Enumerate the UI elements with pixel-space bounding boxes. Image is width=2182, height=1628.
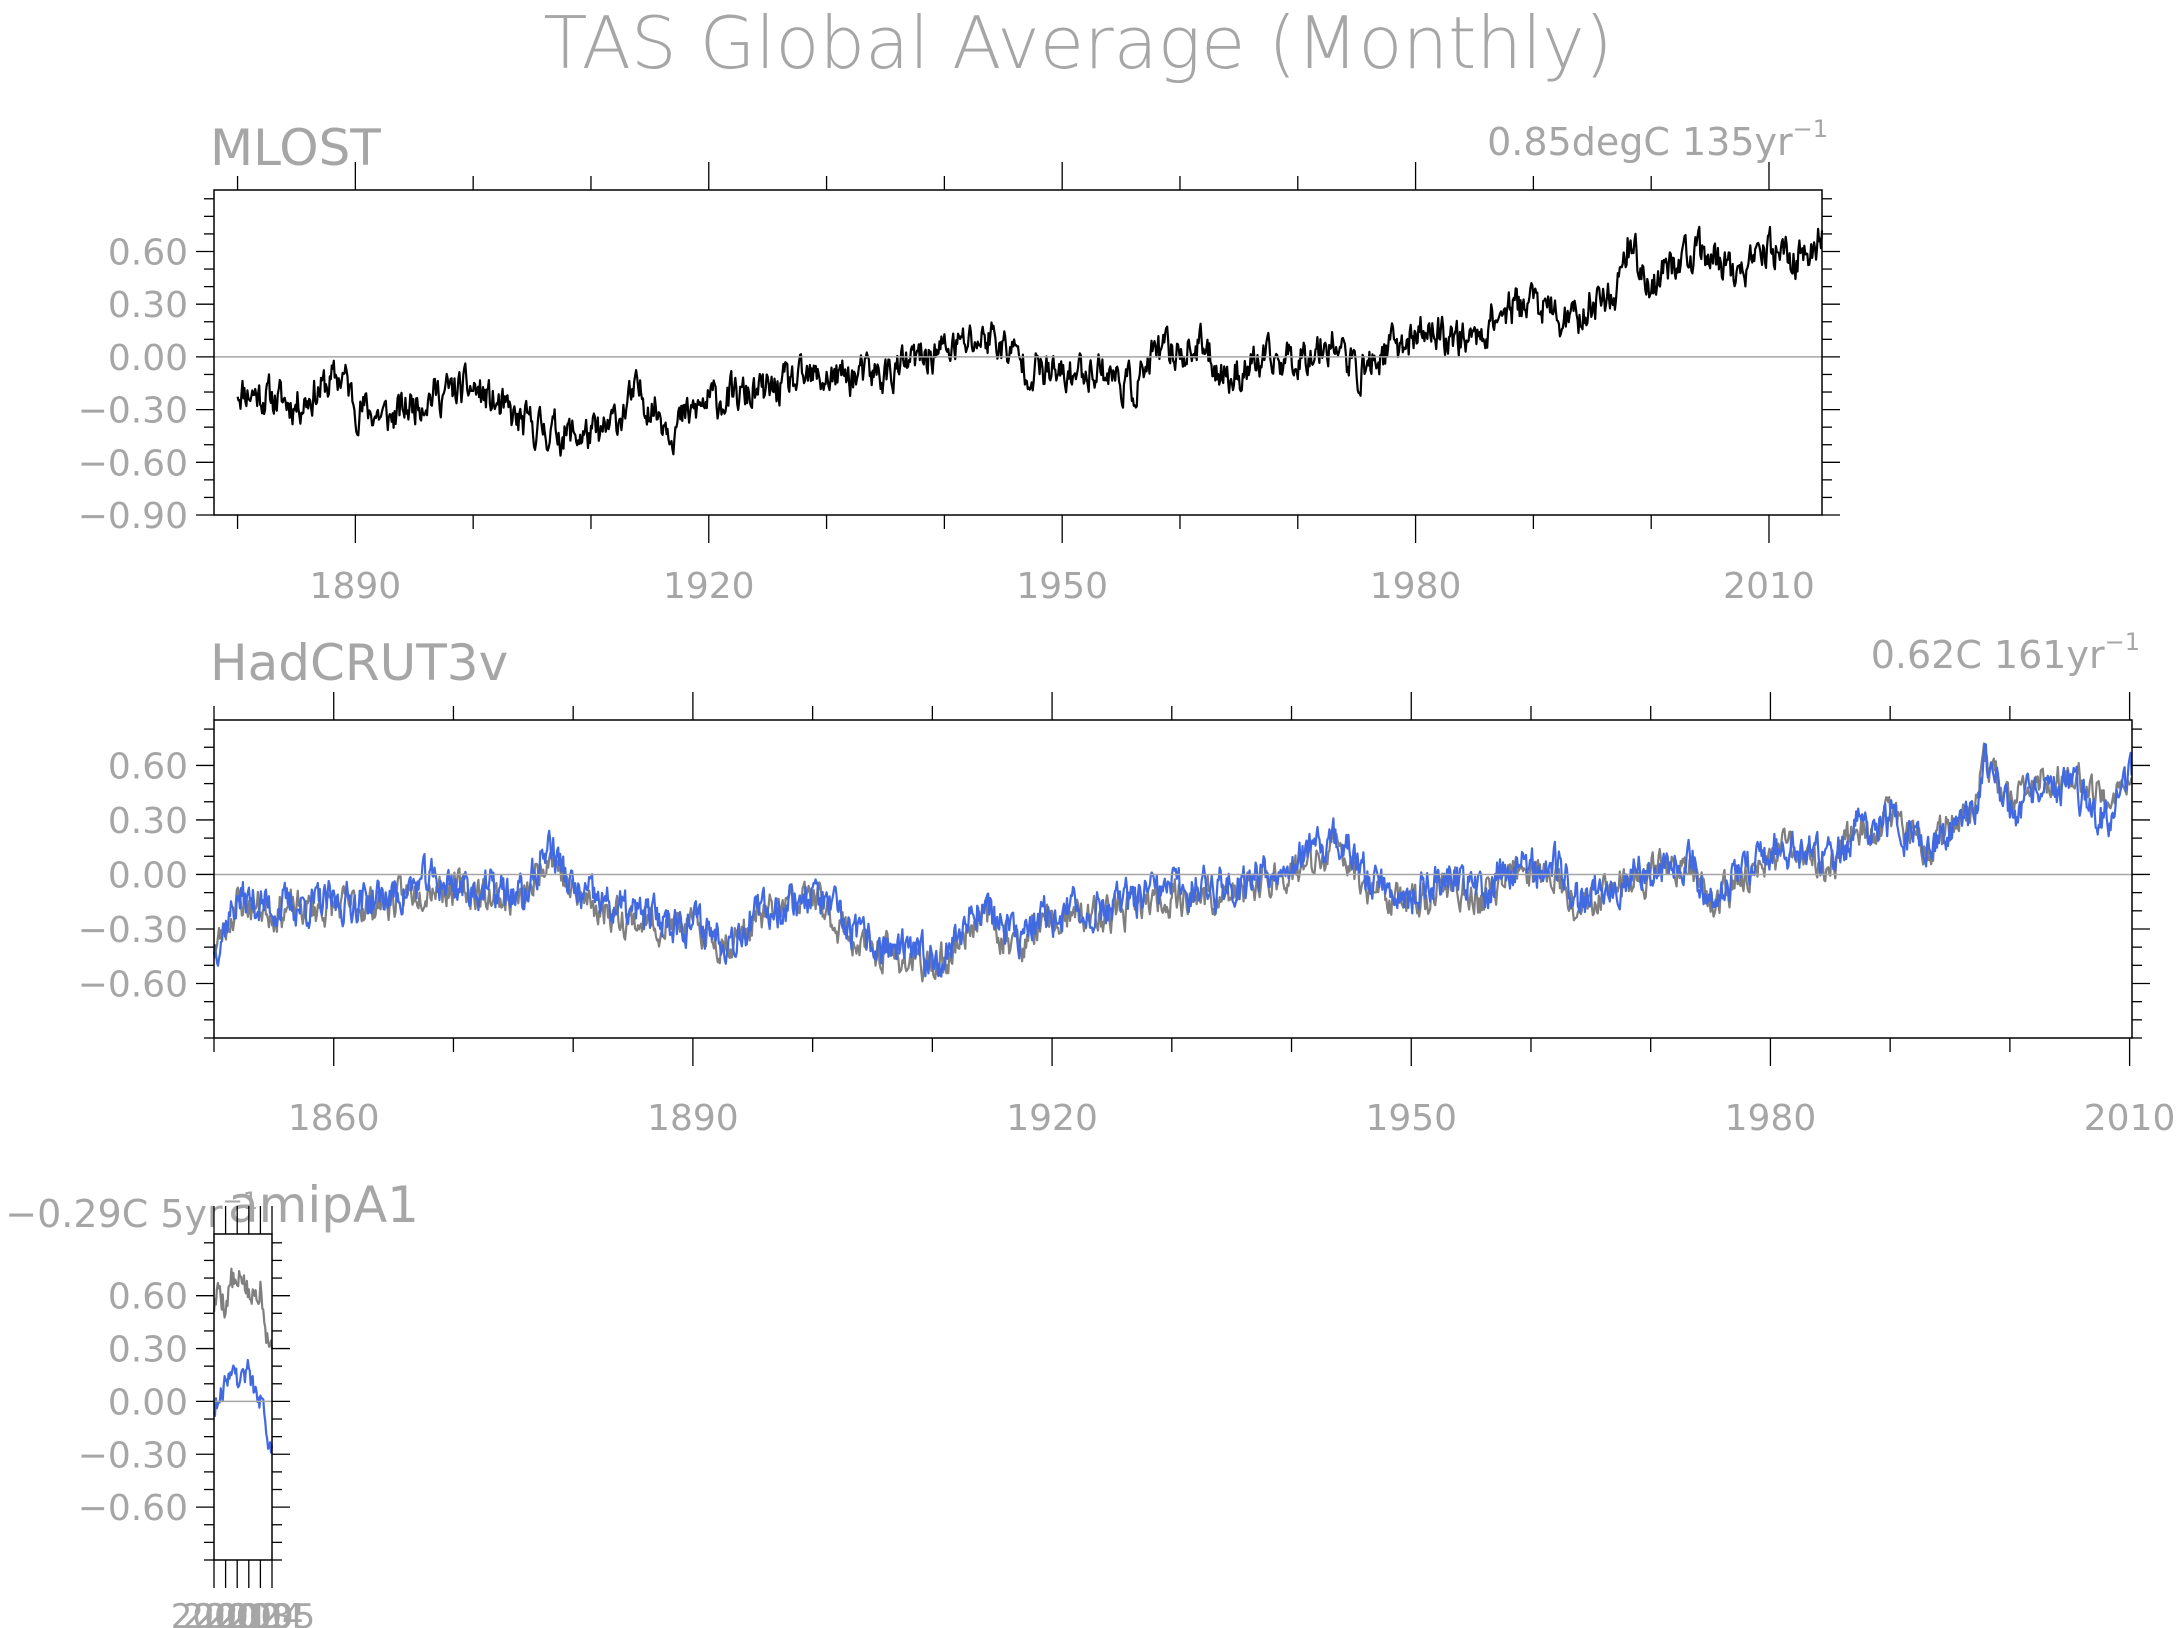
panel-title-mlost: MLOST [210,119,381,177]
y-tick-label: −0.30 [78,391,188,432]
y-tick-label: 0.00 [108,855,188,896]
x-tick-label: 2003 [206,1597,293,1628]
x-tick-label: 1890 [310,566,402,607]
x-tick-label: 1950 [1016,566,1108,607]
x-tick-label: 1890 [647,1098,739,1139]
x-tick-label: 2010 [2084,1098,2176,1139]
y-tick-label: 0.60 [108,746,188,787]
panel-title-hadcrut3v: HadCRUT3v [210,634,508,692]
trend-label-mlost: 0.85degC 135yr−1 [1487,115,1828,164]
x-tick-label: 1980 [1725,1098,1817,1139]
chart-panel-hadcrut3v: HadCRUT3v 0.62C 161yr−1 −0.60 −0.30 0.00 0.… [78,628,2176,1139]
series-line-0-0 [236,225,1824,457]
y-tick-label: 0.30 [108,1330,188,1371]
x-tick-label: 1920 [663,566,755,607]
x-tick-label: 2004 [217,1597,304,1628]
series-line-1-1 [212,742,2133,978]
y-tick-label: 0.30 [108,285,188,326]
x-tick-label: 1860 [288,1098,380,1139]
chart-panel-amipa1: amipA1 −0.29C 5yr−1 −0.60−0.300.000.300.… [5,1176,419,1628]
series-line-2-0 [212,1267,274,1350]
x-tick-label: 2000 [171,1597,258,1628]
y-tick-label: 0.00 [108,338,188,379]
x-tick-label: 1950 [1365,1098,1457,1139]
y-tick-label: 0.60 [108,232,188,273]
y-tick-label: −0.60 [78,1488,188,1529]
y-tick-label: −0.30 [78,910,188,951]
trend-label-hadcrut3v: 0.62C 161yr−1 [1871,628,2140,677]
y-tick-label: 0.60 [108,1277,188,1318]
x-tick-label: 1980 [1370,566,1462,607]
plot-frame [213,1233,273,1561]
y-tick-label: −0.90 [78,496,188,537]
x-tick-label: 2010 [1723,566,1815,607]
plot-frame [213,719,2133,1039]
series-line-2-1 [212,1358,274,1454]
x-tick-label: 2002 [194,1597,281,1628]
series-line-1-0 [213,742,2133,983]
y-tick-label: −0.60 [78,443,188,484]
x-tick-label: 1920 [1006,1098,1098,1139]
trend-label-amipa1: −0.29C 5yr−1 [5,1187,258,1236]
figure-title: TAS Global Average (Monthly) [543,1,1612,85]
y-tick-label: 0.00 [108,1382,188,1423]
x-tick-label: 2005 [229,1597,316,1628]
y-tick-label: −0.30 [78,1435,188,1476]
x-tick-label: 2001 [182,1597,269,1628]
chart-panel-mlost: MLOST 0.85degC 135yr−1 −0.90 −0.60 −0.30 0.… [78,115,1840,607]
plot-frame [213,189,1823,516]
y-tick-label: −0.60 [78,964,188,1005]
y-tick-label: 0.30 [108,801,188,842]
